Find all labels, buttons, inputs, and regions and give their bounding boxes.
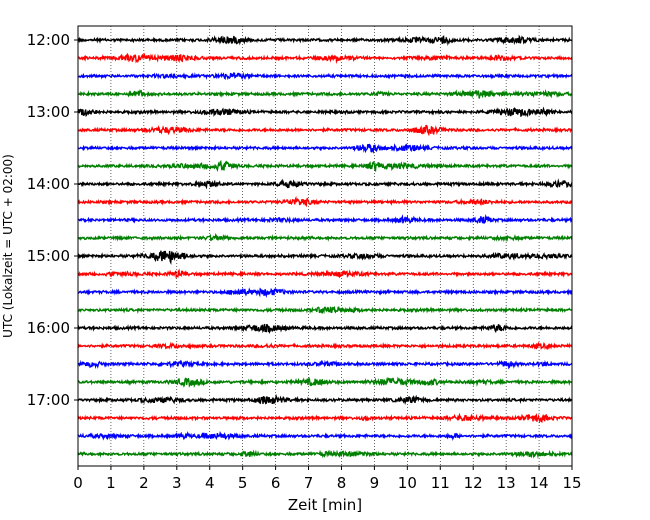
trace-18 xyxy=(77,341,573,351)
trace-3 xyxy=(77,71,573,81)
x-tick-label-14: 14 xyxy=(530,474,549,492)
trace-12 xyxy=(77,232,573,243)
trace-23 xyxy=(77,430,573,441)
x-tick-label-9: 9 xyxy=(370,474,380,492)
trace-20 xyxy=(77,376,573,389)
trace-16 xyxy=(77,305,573,315)
y-tick-label-17:00: 17:00 xyxy=(27,391,70,409)
x-tick-label-7: 7 xyxy=(304,474,314,492)
trace-5 xyxy=(77,106,573,118)
x-tick-label-13: 13 xyxy=(497,474,516,492)
trace-14 xyxy=(77,268,573,279)
x-axis-label: Zeit [min] xyxy=(288,496,362,514)
x-tick-label-4: 4 xyxy=(205,474,215,492)
x-tick-label-15: 15 xyxy=(562,474,581,492)
seismic-traces xyxy=(77,34,573,459)
y-axis: 12:00 13:00 14:00 15:00 16:00 17:00 xyxy=(27,31,78,409)
trace-13 xyxy=(77,250,573,266)
trace-9 xyxy=(77,178,573,190)
grid-lines xyxy=(110,26,540,466)
trace-19 xyxy=(77,359,573,370)
y-tick-label-16:00: 16:00 xyxy=(27,319,70,337)
x-tick-label-10: 10 xyxy=(398,474,417,492)
x-tick-label-8: 8 xyxy=(337,474,347,492)
y-tick-label-14:00: 14:00 xyxy=(27,175,70,193)
trace-21 xyxy=(77,393,573,406)
trace-1 xyxy=(77,34,573,46)
trace-6 xyxy=(77,124,573,137)
trace-22 xyxy=(77,412,573,424)
y-tick-label-13:00: 13:00 xyxy=(27,103,70,121)
trace-11 xyxy=(77,213,573,225)
plot-frame xyxy=(77,25,573,467)
trace-15 xyxy=(77,287,573,298)
x-tick-label-0: 0 xyxy=(73,474,83,492)
trace-2 xyxy=(77,52,573,65)
trace-8 xyxy=(77,160,573,173)
trace-4 xyxy=(77,89,573,99)
y-tick-label-15:00: 15:00 xyxy=(27,247,70,265)
x-tick-label-5: 5 xyxy=(238,474,248,492)
x-tick-label-6: 6 xyxy=(271,474,281,492)
x-axis: 0 1 2 3 4 5 6 7 8 9 10 11 12 13 14 15 xyxy=(73,466,582,492)
trace-10 xyxy=(77,195,573,208)
x-tick-label-3: 3 xyxy=(172,474,182,492)
trace-17 xyxy=(77,323,573,335)
x-tick-label-1: 1 xyxy=(106,474,116,492)
x-tick-label-12: 12 xyxy=(464,474,483,492)
x-tick-label-11: 11 xyxy=(431,474,450,492)
trace-7 xyxy=(77,143,573,155)
y-axis-label: UTC (Lokalzeit = UTC + 02:00) xyxy=(1,154,15,338)
trace-24 xyxy=(77,449,573,459)
y-tick-label-12:00: 12:00 xyxy=(27,31,70,49)
x-tick-label-2: 2 xyxy=(139,474,149,492)
